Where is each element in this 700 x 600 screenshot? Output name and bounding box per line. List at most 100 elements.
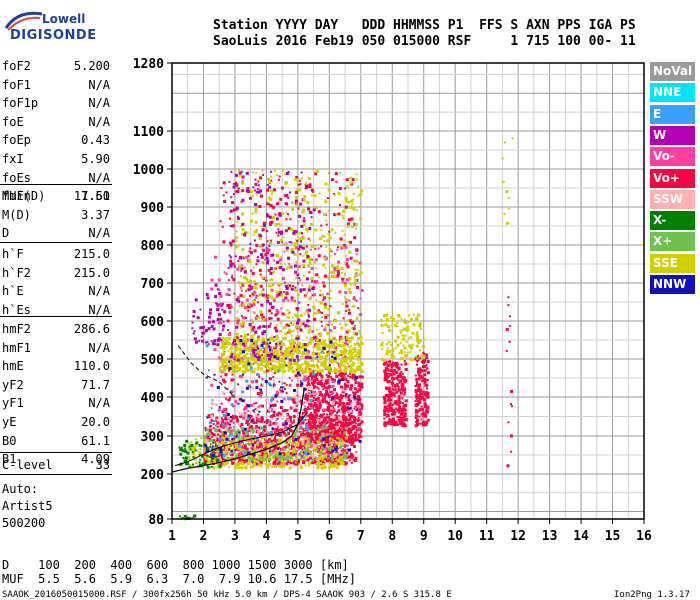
echo-point (294, 350, 297, 353)
echo-point (238, 370, 241, 373)
echo-point (421, 409, 424, 412)
echo-point (232, 378, 235, 381)
echo-point (277, 240, 280, 244)
echo-point (292, 449, 296, 453)
echo-point (342, 418, 346, 422)
echo-point (231, 439, 235, 443)
echo-point (235, 353, 239, 357)
echo-point (281, 312, 285, 316)
echo-point (358, 205, 361, 208)
echo-point (305, 352, 309, 356)
echo-point (335, 450, 338, 453)
echo-point (269, 336, 272, 339)
echo-point (251, 444, 255, 448)
echo-point (237, 428, 240, 431)
echo-point (344, 456, 348, 460)
echo-point (303, 343, 307, 346)
echo-point (330, 428, 333, 431)
echo-point (292, 359, 296, 362)
echo-point (269, 271, 273, 275)
echo-point (322, 437, 326, 441)
echo-point (313, 396, 315, 399)
echo-point (268, 357, 271, 361)
echo-point (253, 333, 256, 336)
echo-point (346, 335, 348, 338)
echo-point (405, 340, 408, 343)
echo-point (348, 459, 351, 462)
echo-point (221, 361, 224, 364)
echo-point (270, 443, 274, 446)
echo-point (315, 299, 318, 301)
echo-point (339, 429, 343, 433)
echo-point (214, 283, 218, 287)
echo-point (336, 411, 339, 414)
legend-item-x-: X+ (650, 232, 695, 252)
echo-point (192, 451, 196, 455)
echo-point (357, 426, 361, 430)
echo-point (191, 451, 194, 454)
echo-point (251, 212, 254, 215)
echo-point (248, 443, 252, 447)
echo-point (235, 435, 238, 438)
echo-point (281, 363, 285, 366)
echo-point (193, 455, 196, 458)
echo-point (420, 354, 424, 358)
echo-point (245, 449, 247, 452)
echo-point (298, 335, 301, 337)
echo-point (340, 449, 343, 452)
echo-point (318, 402, 321, 405)
echo-point (322, 397, 326, 401)
echo-point (192, 309, 196, 313)
echo-point (327, 314, 329, 317)
echo-point (321, 446, 325, 450)
echo-point (212, 327, 216, 331)
echo-point (331, 281, 334, 284)
echo-point (400, 363, 403, 366)
echo-point (313, 336, 317, 340)
echo-point (261, 229, 264, 232)
echo-point (383, 314, 387, 318)
echo-point (194, 443, 198, 447)
echo-point (396, 365, 399, 368)
echo-point (291, 422, 294, 424)
echo-point (236, 433, 239, 436)
echo-point (206, 439, 209, 442)
echo-point (327, 457, 330, 460)
echo-point (344, 358, 348, 362)
echo-point (254, 283, 257, 286)
echo-point (282, 370, 286, 373)
echo-point (288, 332, 291, 335)
echo-point (288, 419, 292, 423)
echo-point (246, 302, 250, 306)
echo-point (284, 194, 288, 198)
echo-point (241, 228, 245, 231)
echo-point (221, 302, 224, 305)
echo-point (323, 351, 325, 354)
echo-point (249, 455, 253, 459)
echo-point (359, 406, 363, 410)
echo-point (332, 435, 336, 439)
echo-point (241, 321, 245, 325)
echo-point (315, 352, 319, 356)
echo-point (278, 380, 281, 383)
echo-point (244, 368, 247, 371)
echo-point (259, 420, 262, 423)
echo-point (353, 347, 356, 350)
echo-point (327, 276, 331, 280)
echo-point (200, 437, 203, 439)
echo-point (268, 460, 270, 463)
echo-point (306, 448, 309, 451)
echo-point (397, 395, 401, 399)
echo-point (269, 267, 273, 270)
echo-point (278, 360, 281, 363)
echo-point (324, 182, 328, 186)
echo-point (397, 418, 401, 422)
echo-point (214, 295, 218, 299)
echo-point (266, 369, 270, 373)
echo-point (235, 343, 238, 346)
echo-point (245, 347, 248, 351)
echo-point (402, 327, 406, 331)
echo-point (315, 448, 319, 452)
echo-point (344, 372, 347, 375)
echo-point (395, 390, 399, 394)
